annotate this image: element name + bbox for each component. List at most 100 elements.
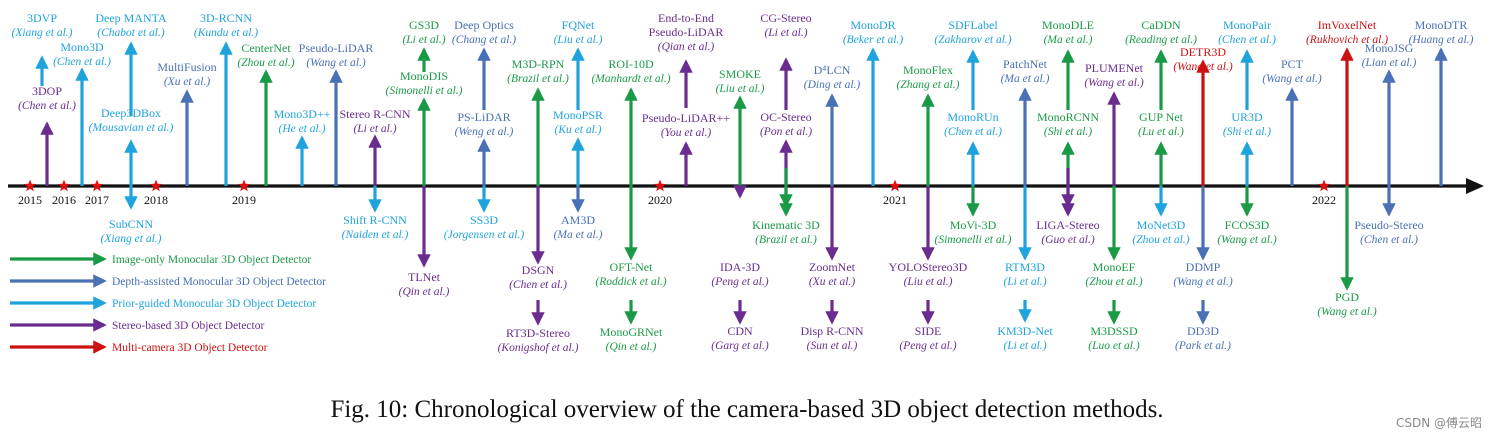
method-author: (Chen et al.) (1218, 34, 1276, 46)
method-monorcnn: MonoRCNN (Shi et al.) (1037, 110, 1099, 186)
method-author: (Garg et al.) (711, 340, 769, 352)
method-author: (Park et al.) (1175, 340, 1231, 352)
method-author: (Shi et al.) (1044, 126, 1092, 138)
method-author: (Zhou et al.) (1085, 276, 1142, 288)
year-label: 2021 (883, 193, 907, 207)
method-name: SubCNN (109, 217, 153, 231)
year-marker-star (888, 179, 902, 192)
method-patchnet: PatchNet (Ma et al.) (1001, 57, 1050, 186)
method-name: MoNet3D (1137, 218, 1186, 232)
method-pgd: PGD (Wang et al.) (1317, 186, 1377, 318)
method-name: MonoFlex (903, 63, 953, 77)
method-author: (Qian et al.) (658, 41, 715, 53)
method-name: Deep MANTA (95, 11, 167, 25)
method-monopsr: MonoPSR (Ku et al.) (553, 108, 603, 186)
method-author: (Li et al.) (764, 27, 807, 39)
method-ddmp: DDMP (Wang et al.) (1173, 186, 1233, 288)
method-name: SS3D (470, 213, 498, 227)
method-name: PS-LiDAR (457, 110, 510, 124)
method-author: (Wang et al.) (1173, 61, 1232, 73)
method-author: (Wang et al.) (1084, 77, 1143, 89)
year-label: 2019 (232, 193, 256, 207)
method-fcos3d: FCOS3D (Wang et al.) (1217, 186, 1277, 246)
method-name: 3D-RCNN (200, 11, 252, 25)
method-author: (Beker et al.) (843, 34, 904, 46)
year-label: 2015 (18, 193, 42, 207)
method-roi-10d: ROI-10D (Manhardt et al.) (591, 57, 671, 186)
method-name: GS3D (409, 18, 439, 32)
method-monodr: MonoDR (Beker et al.) (843, 18, 904, 186)
method-yolostereo3d: YOLOStereo3D (Liu et al.) (889, 186, 968, 288)
method-multifusion: MultiFusion (Xu et al.) (157, 60, 217, 186)
method-author: (Chen et al.) (1360, 234, 1418, 246)
method-name: Pseudo-Stereo (1354, 218, 1423, 232)
method-name: ROI-10D (608, 57, 654, 71)
method-author: (Wang et al.) (1173, 276, 1232, 288)
method-m3d-rpn: M3D-RPN (Brazil et al.) (507, 57, 569, 186)
method-m3dssd: M3DSSD (Luo et al.) (1088, 300, 1140, 352)
method-name: Deep Optics (454, 18, 514, 32)
method-author: (You et al.) (661, 127, 712, 139)
method-author: (Ma et al.) (1001, 73, 1050, 85)
year-marker-star (90, 179, 104, 192)
method-author: (Li et al.) (1003, 340, 1046, 352)
method-ps-lidar: PS-LiDAR (Weng et al.) (455, 110, 513, 186)
method-name: MonoPair (1223, 18, 1271, 32)
method-tlnet: TLNet (Qin et al.) (399, 186, 450, 298)
method-name: KM3D-Net (997, 324, 1053, 338)
method-name: ImVoxelNet (1318, 18, 1377, 32)
method-name: TLNet (408, 270, 441, 284)
method-monet3d: MoNet3D (Zhou et al.) (1132, 186, 1190, 246)
method-kinematic-3d: Kinematic 3D (Brazil et al.) (752, 186, 820, 246)
method-author: (Ding et al.) (804, 79, 861, 91)
method-name: MoVi-3D (950, 218, 997, 232)
method-movi-3d: MoVi-3D (Simonelli et al.) (935, 186, 1012, 246)
timeline-diagram: 2015 2016 2017 2018 2019 2020 2021 2022 3DVP (Xia… (8, 11, 1484, 354)
method-name: YOLOStereo3D (889, 260, 968, 274)
method-author: (Ma et al.) (1044, 34, 1093, 46)
year-marker-star (237, 179, 251, 192)
method-name: OFT-Net (610, 260, 654, 274)
method-author: (Li et al.) (1003, 276, 1046, 288)
method-author: (Rukhovich et al.) (1306, 34, 1388, 46)
legend-label: Prior-guided Monocular 3D Object Detecto… (112, 298, 316, 310)
year-marker-star (57, 179, 71, 192)
method-author: (Ku et al.) (555, 124, 602, 136)
method-author: (Brazil et al.) (507, 73, 569, 85)
legend-label: Depth-assisted Monocular 3D Object Detec… (112, 276, 326, 288)
method-name: RT3D-Stereo (506, 326, 570, 340)
method-cdn: CDN (Garg et al.) (711, 300, 769, 352)
method-author: (Chen et al.) (509, 279, 567, 291)
method-author: (He et al.) (279, 123, 326, 135)
method-rt3d-stereo: RT3D-Stereo (Konigshof et al.) (498, 300, 579, 354)
method-author: (Huang et al.) (1409, 34, 1474, 46)
method-monojsg: MonoJSG (Lian et al.) (1362, 41, 1417, 186)
method-name: Mono3D++ (274, 107, 331, 121)
legend: Image-only Monocular 3D Object Detector D… (10, 252, 326, 354)
method-name: PatchNet (1003, 57, 1048, 71)
method-author: (Mousavian et al.) (89, 122, 174, 134)
method-name: PCT (1281, 57, 1304, 71)
method-name: LIGA-Stereo (1036, 218, 1099, 232)
method-name: RTM3D (1005, 260, 1045, 274)
year-label: 2018 (144, 193, 168, 207)
method-imvoxelnet: ImVoxelNet (Rukhovich et al.) (1306, 18, 1388, 186)
method-name: MonoDR (850, 18, 895, 32)
method-author: (Sun et al.) (807, 340, 858, 352)
method-author: (Wang et al.) (1317, 306, 1376, 318)
method-author: (Zhou et al.) (1132, 234, 1189, 246)
method-author: (Lian et al.) (1362, 57, 1417, 69)
method-sdflabel: SDFLabel (Zakharov et al.) (934, 18, 1012, 110)
method-name: SIDE (915, 324, 942, 338)
method-d-lcn: D⁴LCN (Ding et al.) (804, 63, 861, 186)
method-name: D⁴LCN (814, 63, 851, 77)
method-author: (Wang et al.) (306, 57, 365, 69)
method-stereo-r-cnn: Stereo R-CNN (Li et al.) (340, 107, 411, 186)
method-ur3d: UR3D (Shi et al.) (1223, 110, 1271, 186)
method-name: DSGN (522, 263, 555, 277)
method-fqnet: FQNet (Liu et al.) (554, 18, 603, 110)
method-author: (Brazil et al.) (755, 234, 817, 246)
method-author: (Zhou et al.) (237, 57, 294, 69)
method-author: (Qin et al.) (606, 341, 657, 353)
method-author: (Li et al.) (353, 123, 396, 135)
